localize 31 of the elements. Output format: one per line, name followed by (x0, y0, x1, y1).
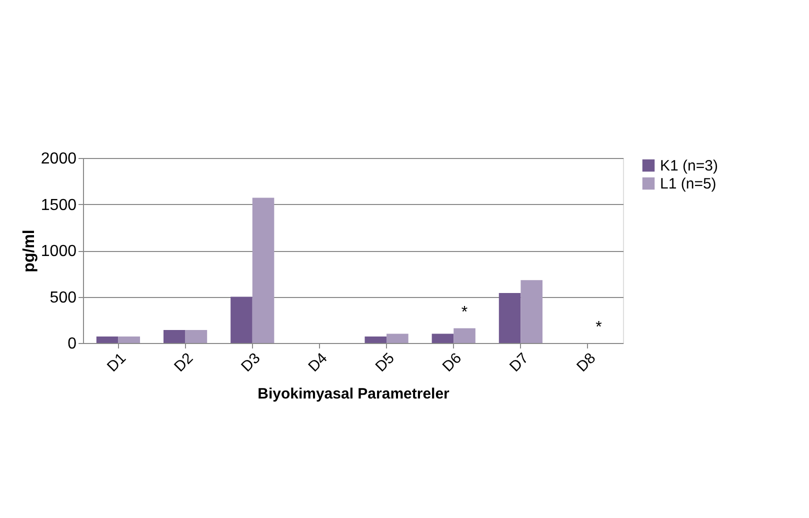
x-tick-label: D7 (506, 350, 532, 376)
bar (185, 330, 208, 343)
x-axis-title: Biyokimyasal Parametreler (258, 386, 450, 403)
x-tick-label: D8 (574, 350, 600, 376)
bar (520, 280, 543, 343)
bar (454, 328, 476, 343)
x-tick-label: D2 (171, 350, 197, 376)
bar (252, 198, 274, 343)
bar (498, 293, 521, 343)
x-tick-label: D1 (104, 350, 130, 376)
legend-label: L1 (n=5) (660, 176, 716, 192)
x-tick-label: D4 (305, 350, 331, 376)
y-tick-label: 2000 (40, 150, 77, 168)
y-tick-label: 500 (50, 289, 77, 306)
bar (118, 336, 140, 343)
bar (432, 334, 454, 343)
x-tick-label: D6 (439, 350, 465, 376)
legend-label: K1 (n=3) (660, 158, 718, 174)
y-axis-title: pg/ml (20, 230, 38, 272)
annotation: * (461, 304, 468, 322)
bar (364, 336, 387, 343)
bar (386, 334, 408, 343)
x-tick-label: D3 (238, 350, 264, 376)
bar (96, 336, 118, 343)
y-tick-label: 1000 (40, 243, 77, 260)
bar (163, 330, 186, 343)
y-tick-label: 0 (68, 336, 77, 352)
y-tick-label: 1500 (40, 196, 77, 214)
bar (230, 296, 252, 343)
annotation: * (596, 319, 602, 336)
x-tick-label: D5 (372, 350, 398, 376)
